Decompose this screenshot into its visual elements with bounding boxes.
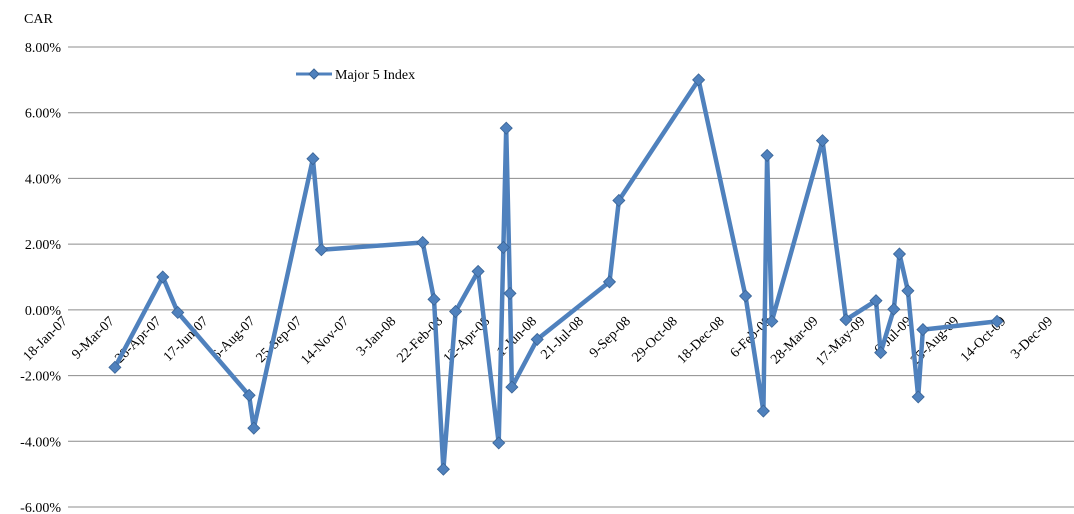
data-point-marker [874, 346, 888, 360]
series-group [108, 73, 1004, 476]
x-tick-label: 18-Jan-07 [21, 314, 71, 364]
x-tick-label: 9-Mar-07 [69, 314, 117, 362]
x-tick-label: 14-Nov-07 [298, 314, 352, 368]
y-tick-label: 4.00% [25, 172, 62, 187]
data-point-marker [612, 193, 626, 208]
y-axis: 8.00% 6.00% 4.00% 2.00% 0.00% -2.00% -4.00% -6.… [20, 41, 61, 514]
data-point-marker [756, 404, 770, 418]
data-point-marker [499, 121, 513, 135]
data-point-marker [765, 314, 779, 328]
data-point-marker [427, 292, 441, 306]
x-tick-label: 17-May-09 [813, 314, 868, 369]
y-tick-label: 2.00% [25, 238, 62, 253]
x-tick-label: 3-Dec-09 [1008, 314, 1056, 362]
data-point-marker [436, 462, 450, 476]
data-point-marker [503, 286, 517, 300]
y-tick-label: 6.00% [25, 107, 62, 122]
y-tick-label: -6.00% [20, 501, 61, 514]
data-point-marker [869, 294, 883, 308]
data-point-marker [916, 323, 930, 337]
data-point-marker [892, 247, 907, 261]
data-point-marker [314, 243, 328, 257]
x-tick-label: 29-Oct-08 [630, 314, 681, 365]
x-tick-label: 9-Sep-08 [587, 314, 634, 361]
data-point-marker [449, 304, 463, 319]
data-point-marker [602, 275, 617, 289]
data-point-marker [171, 305, 185, 320]
series-line [112, 77, 998, 472]
data-point-marker [815, 134, 830, 148]
data-point-marker [496, 240, 510, 254]
data-point-marker [530, 332, 544, 346]
data-point-marker [108, 360, 122, 374]
x-tick-label: 3-Jan-08 [354, 314, 399, 359]
legend-swatch-marker [308, 68, 320, 80]
data-point-marker [247, 421, 261, 435]
data-point-marker [990, 314, 1004, 328]
data-point-marker [738, 289, 753, 303]
data-point-marker [416, 235, 430, 250]
legend-label: Major 5 Index [335, 68, 415, 83]
y-tick-label: -2.00% [20, 370, 61, 385]
data-point-marker [492, 436, 506, 450]
x-tick-label: 18-Dec-08 [675, 314, 728, 367]
data-point-marker [887, 302, 901, 316]
data-point-marker [242, 388, 256, 402]
data-point-marker [760, 148, 774, 162]
data-point-marker [901, 284, 915, 298]
data-point-marker [911, 390, 925, 404]
data-point-marker [839, 313, 853, 327]
gridlines [68, 46, 1074, 508]
data-point-marker [692, 73, 706, 87]
y-tick-label: -4.00% [20, 435, 61, 450]
legend: Major 5 Index [296, 68, 415, 83]
data-point-marker [471, 264, 485, 278]
y-axis-title: CAR [24, 12, 53, 27]
data-point-marker [306, 152, 320, 166]
y-tick-label: 8.00% [25, 41, 62, 56]
data-point-marker [156, 270, 170, 284]
data-point-marker [505, 380, 519, 394]
y-tick-label: 0.00% [25, 304, 62, 319]
